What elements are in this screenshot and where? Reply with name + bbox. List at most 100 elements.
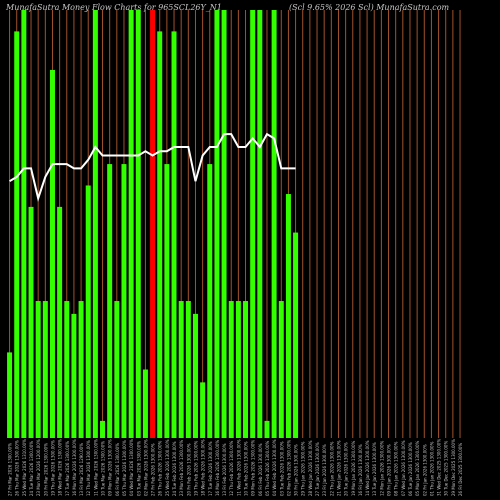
flow-bar [214,10,220,438]
flow-bar [192,313,198,438]
x-tick-label: 17 Tue Feb 2026 1300.00% [208,441,213,496]
x-tick-label: 06 Fri Mar 2026 1300.00% [115,443,120,496]
x-tick-label: 16 Fri Jan 2026 1300.00% [358,444,363,496]
x-tick-label: 20 Fri Mar 2026 1300.00% [43,443,48,496]
x-tick-label: 08 Thu Jan 2026 1300.00% [394,441,399,496]
x-tick-label: 09 Mon Mar 2026 1300.00% [108,439,113,496]
flow-bar [7,352,13,438]
x-tick-label: 12 Thu Feb 2026 1300.00% [229,441,234,496]
x-tick-label: 23 Mon Mar 2026 1200.00% [36,439,41,496]
x-tick-label: 02 Mon Mar 2026 1300.00% [143,439,148,496]
x-tick-label: 16 Mon Mar 2026 1300.00% [72,439,77,496]
x-tick-label: 27 Fri Feb 2026 1300.00% [151,443,156,496]
x-tick-label: 20 Tue Jan 2026 1300.00% [344,442,349,496]
flow-bar [221,10,227,438]
flow-bar [42,301,48,438]
x-tick-label: 29 Thu Jan 2026 1300.00% [301,441,306,496]
flow-bar [285,194,291,438]
x-tick-label: 13 Tue Jan 2026 1300.00% [372,442,377,496]
x-tick-label: 11 Wed Feb 2026 1300.00% [236,439,241,496]
flow-bar [228,301,234,438]
x-tick-label: 04 Wed Feb 2026 1300.00% [272,439,277,496]
flow-bar [157,31,163,439]
flow-bar [64,301,70,438]
flow-bar [250,10,256,438]
x-tick-label: 06 Fri Feb 2026 1300.00% [258,443,263,496]
x-tick-label: 09 Mon Feb 2026 1300.00% [251,440,256,496]
x-tick-label: 02 Mon Feb 2026 1300.00% [286,440,291,496]
flow-bar [49,69,55,439]
flow-bar [92,10,98,438]
x-tick-label: 19 Mon Jan 2026 1300.00% [351,441,356,496]
x-tick-label: 18 Wed Mar 2026 1300.00% [58,439,63,496]
flow-bar [178,301,184,438]
x-tick-label: 30 Fri Jan 2026 1300.00% [294,444,299,496]
chart-title-left: MunafaSutra Money Flow Charts for 965SCL… [6,3,222,12]
x-tick-label: 23 Mon Feb 2026 1300.00% [179,440,184,496]
flow-bar [235,301,241,438]
x-tick-label: 12 Mon Jan 2026 1300.00% [379,441,384,496]
x-tick-label: 10 Tue Mar 2026 1300.00% [101,441,106,496]
flow-bar [243,301,249,438]
x-tick-label: 14 Wed Jan 2026 1300.00% [365,440,370,496]
x-tick-label: 27 Tue Jan 2026 1300.00% [315,442,320,496]
x-tick-label: 13 Fri Mar 2026 1290.00% [79,443,84,496]
flow-bar [57,206,63,438]
x-tick-label: 05 Thu Feb 2026 1300.00% [265,441,270,496]
flow-bar [207,164,213,438]
flow-bar [200,382,206,438]
x-tick-label: 07 Wed Jan 2026 1300.00% [401,440,406,496]
x-tick-label: 26 Thu Mar 2026 1300.00% [15,440,20,496]
x-tick-label: 16 Mon Feb 2026 1300.00% [215,440,220,496]
x-tick-label: 05 Mon Jan 2026 1300.00% [415,441,420,496]
flow-bar [185,301,191,438]
chart-title-right: (Scl 9.65% 2026 Scl) MunafaSutra.com [289,3,450,12]
flow-bar [114,301,120,438]
flow-bar [128,10,134,438]
x-tick-label: 26 Thu Feb 2026 1300.00% [158,441,163,496]
x-tick-label: 03 Tue Mar 2026 1300.00% [136,441,141,496]
x-tick-label: 05 Thu Mar 2026 1300.00% [122,440,127,496]
x-tick-label: 13 Fri Feb 2026 1300.00% [222,443,227,496]
x-tick-label: 27 Fri Mar 2026 1300.00% [8,443,13,496]
x-tick-label: 22 Thu Jan 2026 1300.00% [329,441,334,496]
flow-bar [21,10,27,438]
flow-bar [14,31,20,439]
flow-bar [164,164,170,438]
x-tick-label: 11 Wed Mar 2026 1300.00% [93,439,98,496]
flow-bar [135,10,141,438]
x-tick-label: 24 Tue Mar 2026 1300.00% [29,441,34,496]
x-tick-label: 18 Wed Feb 2026 1300.00% [201,439,206,496]
x-tick-label: 04 Wed Mar 2026 1300.00% [129,439,134,496]
flow-bar [150,10,156,438]
flow-bar [71,313,77,438]
flow-bar [28,206,34,438]
x-tick-label: 30 Tue Dec 2025 1300.00% [444,441,449,496]
flow-bar [293,232,299,438]
x-tick-label: 10 Tue Feb 2026 1300.00% [244,441,249,496]
flow-bar [171,31,177,439]
x-tick-label: 19 Thu Feb 2026 1300.00% [193,441,198,496]
x-tick-label: 09 Fri Jan 2026 1300.00% [387,444,392,496]
x-tick-label: 24 Tue Feb 2026 1300.00% [172,441,177,496]
flow-bar [100,420,106,438]
x-tick-label: 01 Thu Jan 2026 1300.00% [429,441,434,496]
x-tick-label: 06 Tue Jan 2026 1300.00% [408,442,413,496]
flow-bar [78,301,84,438]
x-tick-label: 26 Fri Dec 2025 1300.00% [458,443,463,496]
flow-bar [107,164,113,438]
flow-bar [85,185,91,438]
x-tick-label: 23 Fri Jan 2026 1300.00% [322,444,327,496]
x-tick-label: 25 Wed Mar 2026 1310.00% [22,439,27,496]
x-tick-label: 31 Wed Dec 2025 1300.00% [437,439,442,496]
flow-bar [271,10,277,438]
flow-bar [257,10,263,438]
x-tick-label: 17 Tue Mar 2026 1300.00% [65,441,70,496]
price-line [9,132,296,202]
flow-bar [278,301,284,438]
x-tick-label: 28 Wed Jan 2026 1300.00% [308,440,313,496]
flow-bar [264,420,270,438]
flow-bar [35,301,41,438]
